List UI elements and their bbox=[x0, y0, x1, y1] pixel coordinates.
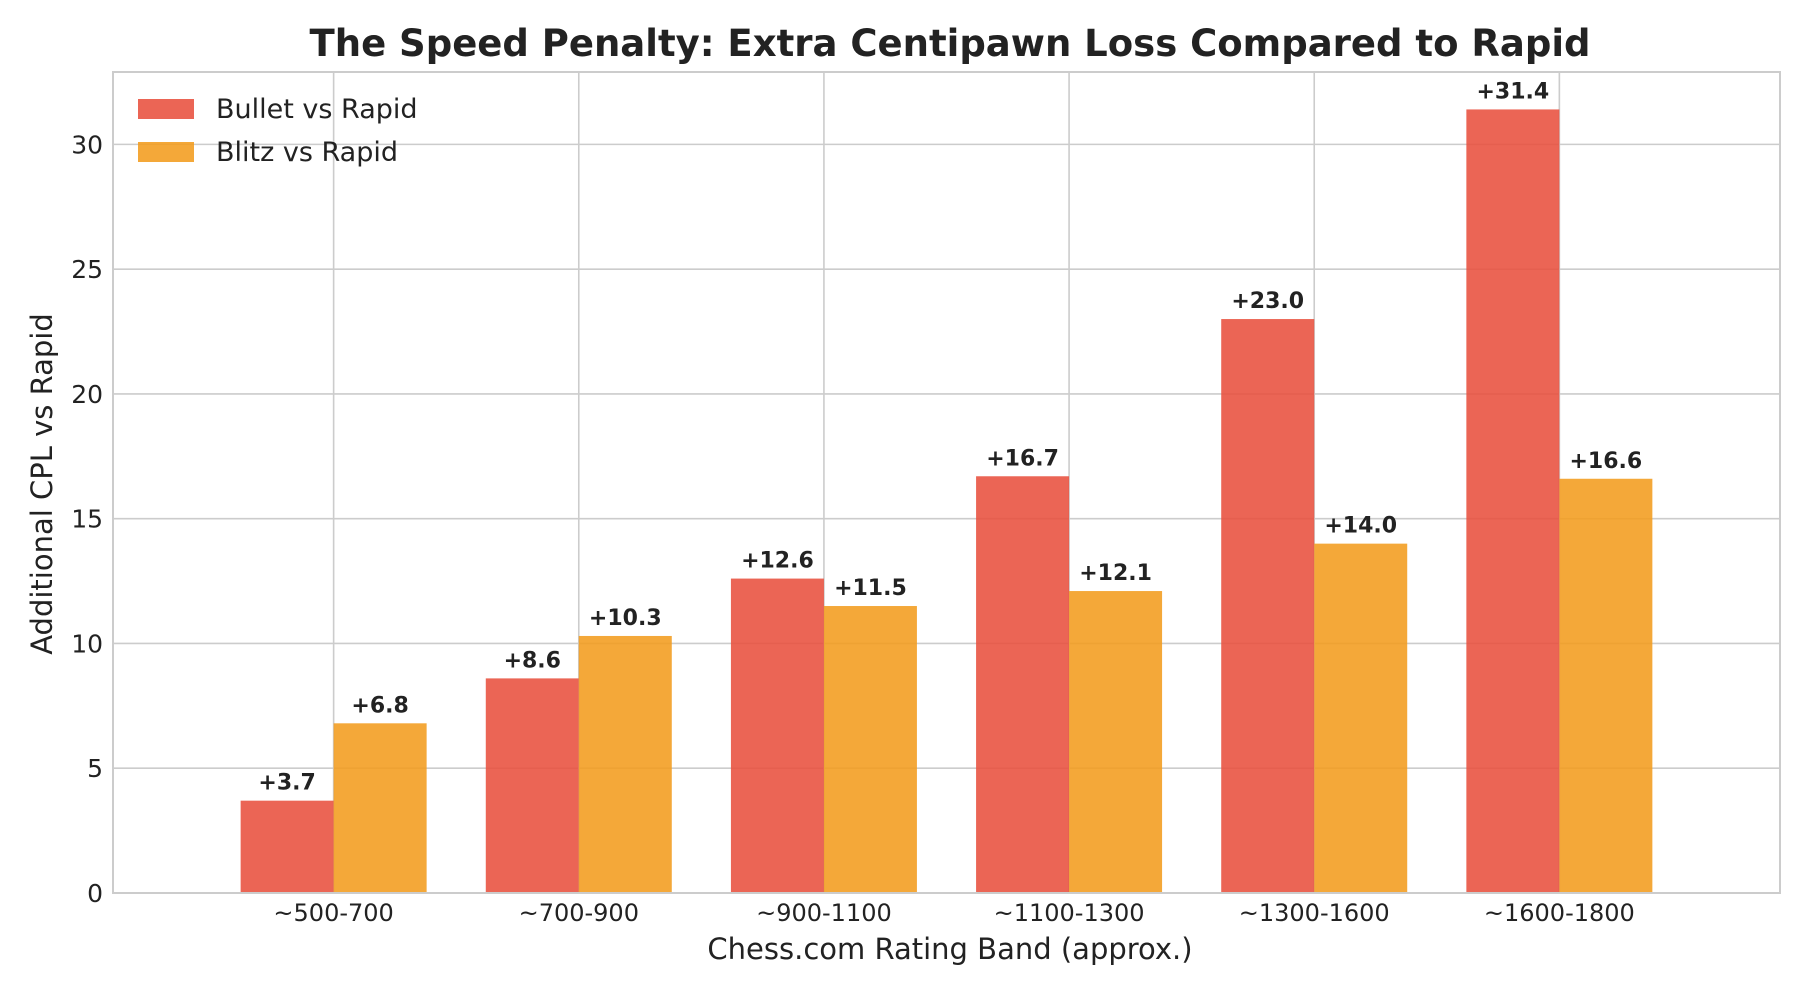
x-axis-title: Chess.com Rating Band (approx.) bbox=[707, 932, 1192, 966]
legend-swatch-blitz bbox=[138, 142, 194, 162]
data-labels: +3.7 +6.8 +8.6 +10.3 +12.6 +11.5 +16.7 +12.1 +23… bbox=[258, 79, 1642, 795]
y-tick-label: 15 bbox=[71, 505, 103, 534]
data-label-bullet: +23.0 bbox=[1231, 289, 1304, 314]
bar-blitz bbox=[1559, 478, 1653, 893]
bar-blitz bbox=[823, 606, 917, 893]
legend-label-blitz: Blitz vs Rapid bbox=[216, 137, 398, 168]
data-label-bullet: +8.6 bbox=[504, 648, 561, 673]
data-label-bullet: +12.6 bbox=[741, 549, 814, 574]
bars bbox=[240, 109, 1653, 893]
data-label-blitz: +6.8 bbox=[351, 693, 408, 718]
x-tick-label: ~1300-1600 bbox=[1239, 899, 1390, 927]
x-tick-label: ~1600-1800 bbox=[1484, 899, 1635, 927]
legend-label-bullet: Bullet vs Rapid bbox=[216, 94, 418, 125]
data-label-blitz: +11.5 bbox=[834, 576, 907, 601]
bar-blitz bbox=[1069, 591, 1163, 893]
bar-blitz bbox=[578, 635, 672, 893]
bar-bullet bbox=[976, 476, 1070, 893]
y-tick-label: 5 bbox=[87, 754, 103, 783]
data-label-blitz: +10.3 bbox=[589, 606, 662, 631]
y-tick-label: 10 bbox=[71, 629, 103, 658]
bar-bullet bbox=[240, 800, 334, 893]
plot-frame bbox=[112, 71, 1781, 894]
x-tick-label: ~700-900 bbox=[519, 899, 639, 927]
x-tick-label: ~1100-1300 bbox=[994, 899, 1145, 927]
bar-bullet bbox=[1221, 319, 1315, 893]
y-axis-title: Additional CPL vs Rapid bbox=[25, 313, 59, 655]
data-label-bullet: +16.7 bbox=[986, 446, 1059, 471]
y-tick-label: 30 bbox=[71, 130, 103, 159]
bar-bullet bbox=[730, 578, 824, 893]
x-tick-label: ~500-700 bbox=[273, 899, 393, 927]
data-label-blitz: +14.0 bbox=[1324, 514, 1397, 539]
chart-title: The Speed Penalty: Extra Centipawn Loss … bbox=[310, 22, 1591, 65]
data-label-bullet: +31.4 bbox=[1477, 79, 1550, 104]
x-axis-ticks: ~500-700 ~700-900 ~900-1100 ~1100-1300 ~1300… bbox=[273, 899, 1634, 927]
y-tick-label: 20 bbox=[71, 380, 103, 409]
bar-blitz bbox=[1314, 543, 1408, 893]
bar-bullet bbox=[485, 678, 579, 893]
y-tick-label: 0 bbox=[87, 879, 103, 908]
data-label-bullet: +3.7 bbox=[258, 771, 315, 796]
data-label-blitz: +16.6 bbox=[1570, 449, 1643, 474]
y-tick-label: 25 bbox=[71, 255, 103, 284]
legend-swatch-bullet bbox=[138, 99, 194, 119]
bar-bullet bbox=[1466, 109, 1560, 893]
legend: Bullet vs Rapid Blitz vs Rapid bbox=[138, 94, 418, 168]
x-tick-label: ~900-1100 bbox=[756, 899, 892, 927]
bar-blitz bbox=[333, 723, 427, 893]
data-label-blitz: +12.1 bbox=[1079, 561, 1152, 586]
y-axis-ticks: 0 5 10 15 20 25 30 bbox=[71, 130, 103, 908]
